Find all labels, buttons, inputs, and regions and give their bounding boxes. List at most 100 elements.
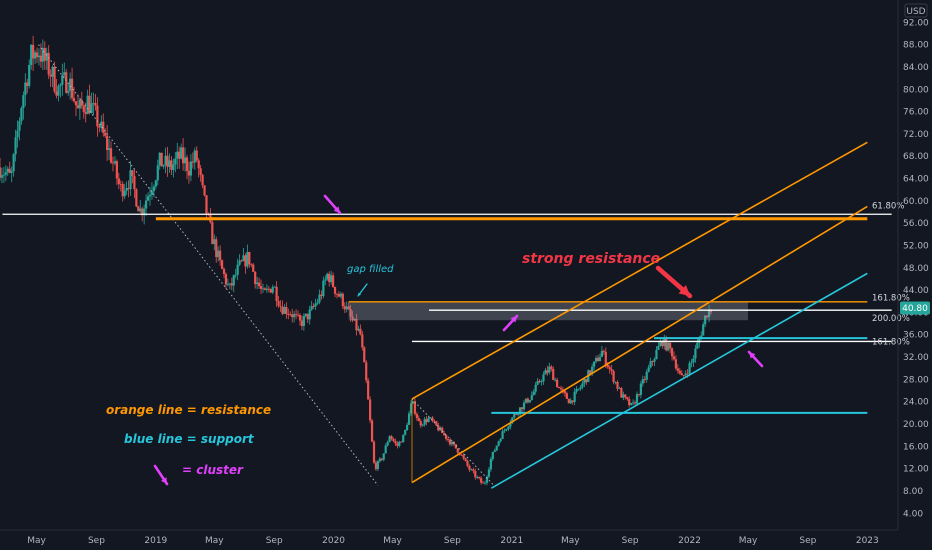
candle-body xyxy=(460,454,463,456)
currency-label: USD xyxy=(906,7,925,17)
candle-body xyxy=(380,458,383,460)
candle-body xyxy=(361,334,364,348)
candle-body xyxy=(256,282,259,285)
candle-body xyxy=(150,191,154,195)
candle-body xyxy=(8,168,11,173)
candle-body xyxy=(429,417,432,419)
x-tick-label: Sep xyxy=(444,536,461,546)
candle-body xyxy=(591,366,594,375)
candle-body xyxy=(466,460,469,466)
fib-label-orange-mid: 161.80% xyxy=(872,293,910,303)
candle-body xyxy=(215,239,218,257)
candle-body xyxy=(232,275,235,286)
candle-body xyxy=(32,44,35,59)
candle-body xyxy=(548,366,551,373)
x-tick-label: 2020 xyxy=(322,536,345,546)
candle-body xyxy=(456,448,459,453)
x-tick-label: 2021 xyxy=(500,536,523,546)
candle-body xyxy=(281,306,284,314)
candle-body xyxy=(556,379,559,388)
candle-body xyxy=(394,441,397,444)
legend-blue-text: blue line = support xyxy=(124,432,255,446)
y-tick-label: 64.00 xyxy=(903,175,929,185)
cluster-arrow-top xyxy=(323,194,342,215)
candle-body xyxy=(665,337,668,351)
candle-body xyxy=(94,103,97,106)
legend-orange-text: orange line = resistance xyxy=(106,403,271,417)
candle-body xyxy=(357,328,360,331)
candle-body xyxy=(392,438,395,442)
candle-body xyxy=(330,275,333,283)
candle-body xyxy=(384,445,387,454)
candle-body xyxy=(538,380,541,383)
fib-label-white-low: 161.80% xyxy=(872,337,910,347)
candle-body xyxy=(441,427,444,434)
candle-body xyxy=(238,260,241,265)
candle-body xyxy=(203,185,206,196)
candle-body xyxy=(575,389,578,392)
y-tick-label: 32.00 xyxy=(903,353,929,363)
candle-body xyxy=(244,255,247,267)
y-tick-label: 24.00 xyxy=(903,398,929,408)
cluster-arrow-mid xyxy=(502,314,519,332)
candle-body xyxy=(162,165,165,167)
last-price-tag: 40.80 xyxy=(900,301,930,315)
candle-body xyxy=(674,359,678,369)
candle-body xyxy=(618,388,621,389)
candle-body xyxy=(550,366,553,369)
candle-body xyxy=(643,379,646,380)
candle-body xyxy=(201,174,204,186)
candle-body xyxy=(263,288,267,290)
candle-body xyxy=(589,370,592,375)
candle-body xyxy=(483,482,487,484)
y-tick-label: 80.00 xyxy=(903,85,929,95)
candle-body xyxy=(257,282,261,287)
candle-body xyxy=(252,264,255,272)
candle-body xyxy=(520,407,524,410)
y-tick-label: 88.00 xyxy=(903,41,929,51)
candle-body xyxy=(41,48,44,62)
candle-body xyxy=(542,374,545,382)
candle-body xyxy=(320,294,323,297)
candle-body xyxy=(144,200,148,209)
price-axis[interactable]: 4.00 8.00 12.00 16.00 20.00 24.00 28.00 32.00 36… xyxy=(897,0,929,530)
candle-body xyxy=(480,478,483,483)
candle-body xyxy=(242,255,245,262)
candle-body xyxy=(696,342,699,349)
candle-body xyxy=(304,313,307,317)
candle-body xyxy=(57,85,60,96)
candle-body xyxy=(704,315,707,325)
candle-body xyxy=(559,388,563,390)
candle-body xyxy=(402,434,405,443)
time-axis[interactable]: May Sep 2019 May Sep 2020 May Sep 2021 May Sep 2022… xyxy=(0,529,898,546)
candle-body xyxy=(396,443,399,446)
candle-body xyxy=(154,180,157,187)
candle-body xyxy=(382,453,385,460)
candle-body xyxy=(421,424,424,426)
cluster-arrow-legend xyxy=(153,464,169,486)
x-tick-label: May xyxy=(205,536,224,546)
candle-body xyxy=(698,338,701,343)
candle-body xyxy=(478,476,481,479)
x-tick-label: May xyxy=(739,536,758,546)
candle-body xyxy=(363,347,366,363)
candle-body xyxy=(581,383,584,388)
candle-body xyxy=(670,348,674,357)
x-tick-label: 2023 xyxy=(856,536,879,546)
currency-box[interactable] xyxy=(904,3,928,18)
candle-body xyxy=(706,315,709,317)
candle-body xyxy=(291,314,294,318)
candle-body xyxy=(24,82,27,96)
candle-body xyxy=(296,314,300,316)
candle-body xyxy=(388,436,391,443)
candle-body xyxy=(474,471,477,478)
candle-body xyxy=(378,458,381,462)
candle-body xyxy=(298,315,302,321)
gap-zone xyxy=(348,301,749,321)
last-price-label: 40.80 xyxy=(902,304,928,314)
candle-body xyxy=(16,130,19,138)
candle-body xyxy=(170,160,173,170)
candle-body xyxy=(135,189,138,207)
candle-body xyxy=(610,369,613,371)
